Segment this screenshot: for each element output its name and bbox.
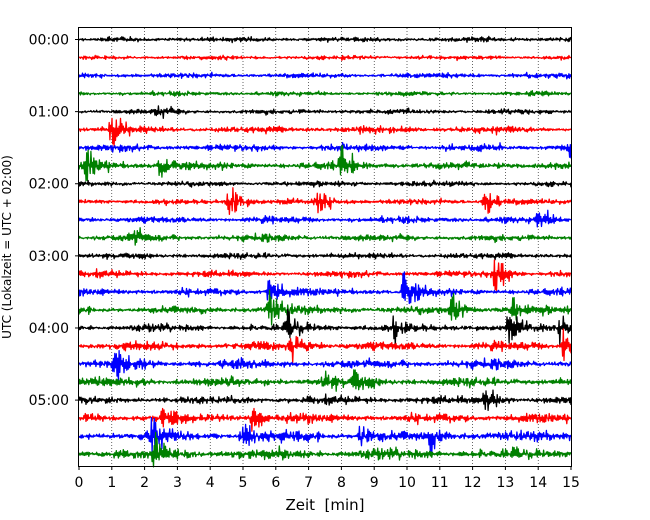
trace-03-45 (78, 289, 572, 326)
plot-frame (78, 27, 572, 467)
trace-05-00 (78, 389, 572, 411)
x-tick-label: 13 (496, 475, 514, 491)
trace-04-30 (78, 350, 572, 384)
trace-05-45 (78, 431, 572, 468)
y-tick-label: 03:00 (29, 249, 69, 265)
trace-00-45 (78, 90, 572, 97)
trace-03-15 (78, 259, 572, 292)
trace-01-00 (78, 105, 572, 119)
trace-05-15 (79, 407, 572, 432)
trace-02-00 (78, 179, 572, 188)
x-tick-label: 6 (271, 475, 280, 491)
trace-01-45 (78, 144, 572, 182)
trace-02-45 (78, 227, 572, 246)
trace-05-30 (78, 417, 572, 456)
trace-03-00 (78, 252, 572, 261)
trace-03-30 (78, 271, 572, 305)
x-axis-label: Zeit [min] (285, 496, 364, 514)
y-tick-label: 05:00 (29, 393, 69, 409)
y-tick-label: 00:00 (29, 33, 69, 49)
x-tick-label: 0 (75, 475, 84, 491)
trace-02-15 (78, 187, 572, 215)
x-axis: 0 1 2 3 4 5 6 7 8 9 10 11 12 13 14 15 (75, 466, 580, 491)
x-tick-label: 15 (562, 475, 580, 491)
trace-00-00 (78, 35, 572, 44)
x-tick-label: 10 (398, 475, 416, 491)
x-tick-label: 9 (370, 475, 379, 491)
x-tick-label: 3 (173, 475, 182, 491)
trace-04-15 (78, 328, 572, 364)
x-tick-label: 14 (529, 475, 547, 491)
trace-series (78, 35, 572, 468)
trace-04-45 (78, 369, 572, 392)
y-tick-label: 04:00 (29, 321, 69, 337)
y-tick-label: 01:00 (29, 105, 69, 121)
y-tick-label: 02:00 (29, 177, 69, 193)
trace-02-30 (78, 209, 572, 228)
x-tick-label: 5 (239, 475, 248, 491)
x-tick-label: 1 (107, 475, 116, 491)
trace-00-15 (78, 54, 572, 62)
x-tick-label: 2 (140, 475, 149, 491)
trace-00-30 (78, 71, 572, 80)
y-axis-label: UTC (Lokalzeit = UTC + 02:00) (0, 155, 14, 339)
trace-01-15 (78, 117, 572, 147)
trace-01-30 (78, 142, 572, 159)
y-axis: 00:00 01:00 02:00 03:00 04:00 05:00 (29, 33, 79, 409)
x-tick-label: 4 (206, 475, 215, 491)
x-tick-label: 8 (337, 475, 346, 491)
x-tick-label: 11 (431, 475, 449, 491)
trace-04-00 (78, 308, 572, 347)
grid-lines (111, 28, 539, 466)
x-tick-label: 7 (304, 475, 313, 491)
x-tick-label: 12 (464, 475, 482, 491)
